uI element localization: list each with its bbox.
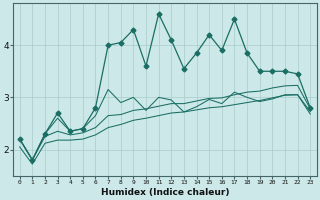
X-axis label: Humidex (Indice chaleur): Humidex (Indice chaleur) [101, 188, 229, 197]
